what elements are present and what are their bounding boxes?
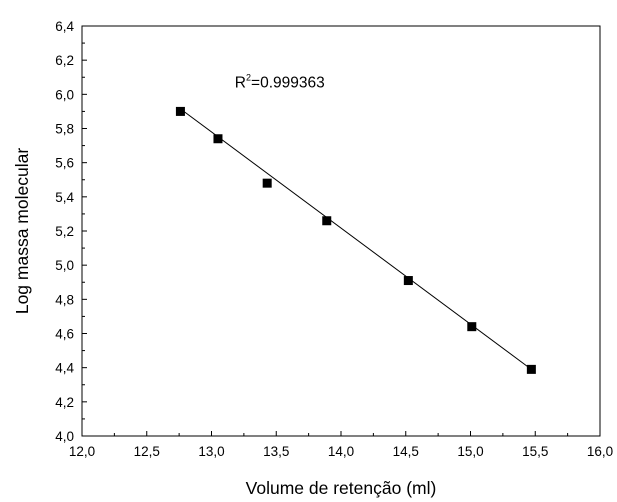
r-squared-annotation: R2=0.999363 xyxy=(235,73,325,92)
y-tick-label: 4,6 xyxy=(55,327,74,342)
y-tick-label: 5,0 xyxy=(55,258,74,273)
x-tick-label: 12,5 xyxy=(134,444,160,459)
x-tick-label: 12,0 xyxy=(69,444,95,459)
data-point xyxy=(175,106,185,116)
x-axis: 12,0 12,5 13,0 13,5 14,0 14,5 15,0 15,5 16,0 xyxy=(69,431,613,459)
x-axis-title: Volume de retenção (ml) xyxy=(246,478,437,498)
y-tick-label: 4,8 xyxy=(55,292,74,307)
plot-area xyxy=(81,25,601,437)
data-point xyxy=(322,216,332,226)
data-points xyxy=(175,106,536,374)
y-tick-label: 6,0 xyxy=(55,87,74,102)
data-point xyxy=(526,364,536,374)
x-tick-label: 15,0 xyxy=(457,444,483,459)
data-point xyxy=(213,134,223,144)
y-tick-label: 5,6 xyxy=(55,156,74,171)
annotation-value: =0.999363 xyxy=(251,75,325,92)
x-tick-label: 15,5 xyxy=(522,444,548,459)
y-tick-label: 4,0 xyxy=(55,429,74,444)
x-tick-label: 16,0 xyxy=(587,444,613,459)
y-tick-label: 4,4 xyxy=(55,361,74,376)
y-axis: 4,0 4,2 4,4 4,6 4,8 5,0 5,2 5,4 5,6 5,8 6,0 6,2 6,4 xyxy=(55,19,87,444)
x-tick-label: 13,0 xyxy=(198,444,224,459)
data-point xyxy=(262,178,272,188)
y-tick-label: 5,4 xyxy=(55,190,74,205)
x-tick-label: 14,0 xyxy=(328,444,354,459)
data-point xyxy=(467,322,477,332)
y-tick-label: 6,4 xyxy=(55,19,74,34)
annotation-superscript: 2 xyxy=(246,73,251,83)
y-tick-label: 4,2 xyxy=(55,395,74,410)
x-tick-label: 13,5 xyxy=(263,444,289,459)
y-axis-title: Log massa molecular xyxy=(12,148,32,314)
data-point xyxy=(403,276,413,286)
y-tick-label: 6,2 xyxy=(55,53,74,68)
y-tick-label: 5,8 xyxy=(55,122,74,137)
x-tick-label: 14,5 xyxy=(393,444,419,459)
annotation-base: R xyxy=(235,75,246,92)
y-tick-label: 5,2 xyxy=(55,224,74,239)
regression-line xyxy=(180,108,532,370)
